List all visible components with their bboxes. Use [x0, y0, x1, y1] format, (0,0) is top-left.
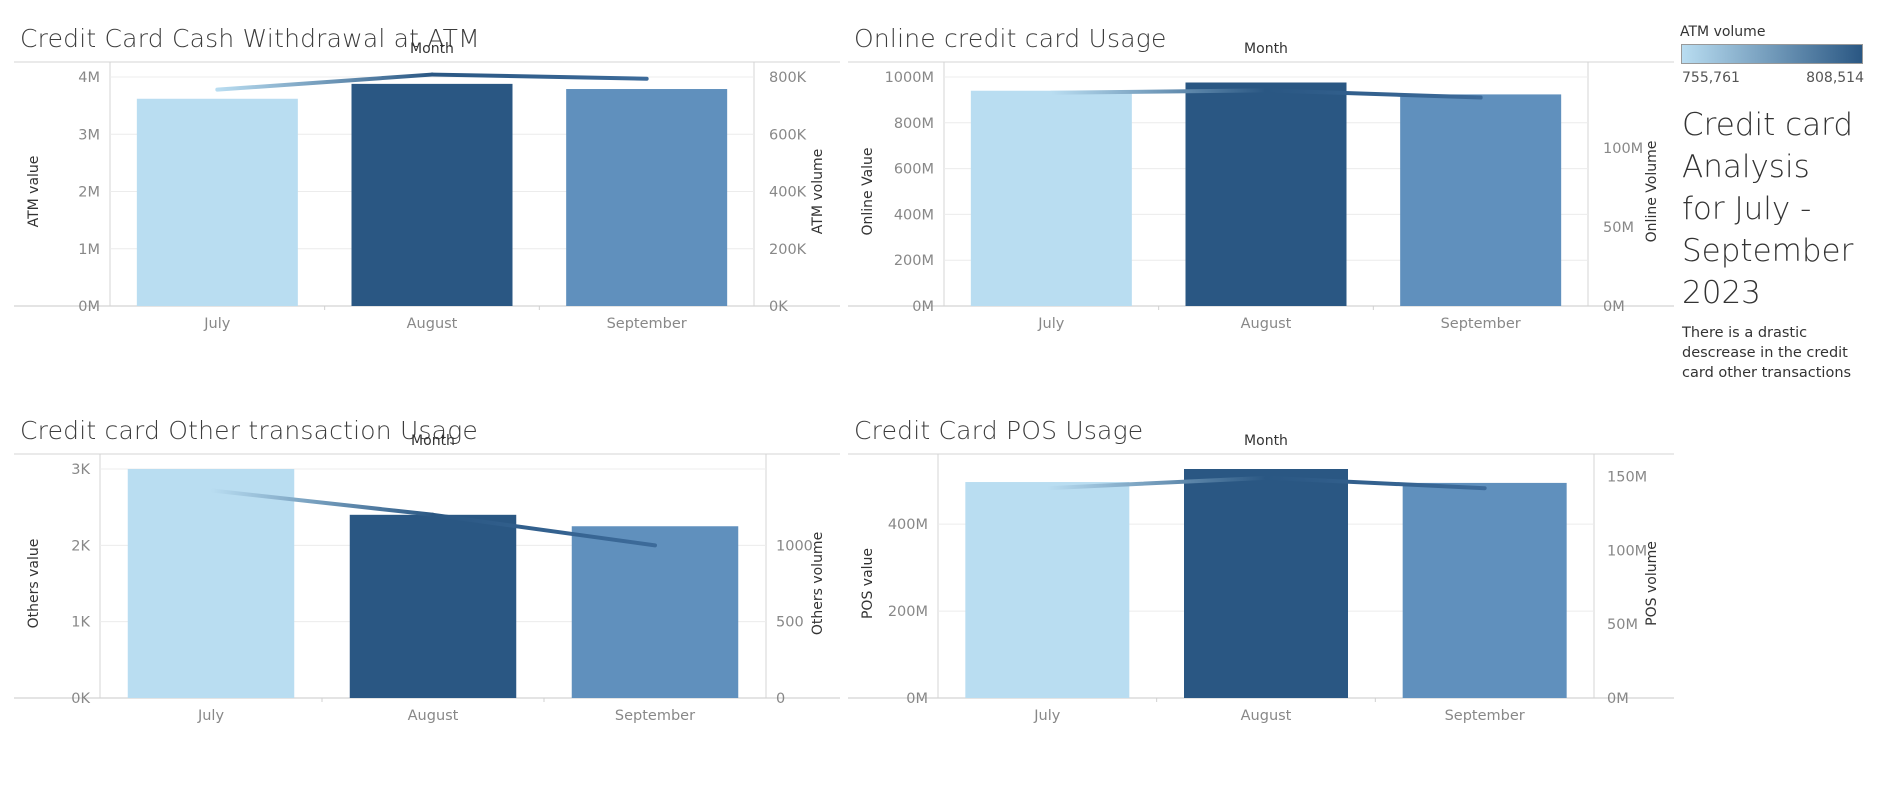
online-chart-panel: Online credit card Usage Month 0M 200M 400M…: [848, 24, 1674, 400]
y-tick-label: 2K: [71, 538, 90, 554]
bar-july[interactable]: [970, 90, 1132, 307]
x-axis-header-label: Month: [1244, 41, 1288, 57]
y-right-tick-label: 100M: [1607, 543, 1647, 559]
y-tick-label: 0K: [71, 691, 90, 707]
y-right-tick-label: 0M: [1607, 691, 1629, 707]
volume-line-segment: [431, 512, 657, 548]
bar-july[interactable]: [136, 98, 298, 306]
y-axis-label: Others value: [26, 539, 42, 629]
y-axis-label: ATM value: [26, 156, 42, 228]
dashboard-note: There is a drastic descrease in the cred…: [1682, 325, 1852, 381]
y-right-axis-label: Others volume: [810, 532, 826, 635]
volume-line-segment: [209, 488, 435, 517]
y-right-tick-label: 50M: [1603, 220, 1634, 236]
y-right-tick-label: 0M: [1603, 299, 1625, 315]
x-tick-label: July: [197, 708, 224, 724]
chart-title: Credit card Other transaction Usage: [20, 416, 478, 445]
y-tick-label: 600M: [894, 162, 934, 178]
bar-september[interactable]: [1402, 482, 1567, 698]
y-right-tick-label: 1000: [776, 538, 813, 554]
y-right-tick-label: 500: [776, 615, 804, 631]
x-tick-label: July: [1033, 708, 1060, 724]
y-tick-label: 200M: [894, 253, 934, 269]
bar-august[interactable]: [349, 514, 517, 698]
y-right-axis-label: POS volume: [1644, 541, 1660, 626]
y-tick-label: 1M: [78, 242, 100, 258]
y-axis-label: Online Value: [860, 147, 876, 235]
volume-line-segment: [215, 72, 434, 92]
y-tick-label: 0M: [912, 299, 934, 315]
y-right-axis-label: Online Volume: [1644, 141, 1660, 243]
x-tick-label: August: [407, 316, 458, 332]
volume-line-segment: [1045, 475, 1268, 491]
bar-july[interactable]: [965, 482, 1130, 698]
x-tick-label: July: [1037, 316, 1064, 332]
pos-chart-panel: Credit Card POS Usage Month 0M 200M 400M 0M 5…: [848, 416, 1674, 792]
y-tick-label: 2M: [78, 185, 100, 201]
volume-line-segment: [1264, 88, 1483, 100]
legend-color-ramp: [1681, 44, 1863, 64]
y-right-tick-label: 200K: [769, 242, 807, 258]
y-tick-label: 3M: [78, 127, 100, 143]
y-right-axis-label: ATM volume: [810, 149, 826, 234]
y-right-tick-label: 150M: [1607, 469, 1647, 485]
bar-september[interactable]: [1400, 94, 1562, 307]
y-right-tick-label: 800K: [769, 70, 807, 86]
volume-line-segment: [430, 72, 649, 81]
y-right-tick-label: 0K: [769, 299, 788, 315]
x-tick-label: August: [1241, 708, 1292, 724]
sidebar: ATM volume 755,761 808,514 Credit card A…: [1680, 0, 1880, 799]
y-right-tick-label: 0: [776, 691, 785, 707]
atm-chart-panel: Credit Card Cash Withdrawal at ATM Month…: [14, 24, 840, 400]
volume-line-segment: [1049, 88, 1268, 95]
online-chart: Month0M200M400M600M800M1000M0M50M100MOnl…: [848, 41, 1674, 332]
x-tick-label: September: [607, 316, 687, 332]
y-right-tick-label: 400K: [769, 185, 807, 201]
chart-title: Credit Card Cash Withdrawal at ATM: [20, 24, 480, 53]
y-right-tick-label: 100M: [1603, 141, 1643, 157]
x-tick-label: August: [1241, 316, 1292, 332]
chart-title: Online credit card Usage: [854, 24, 1167, 53]
x-tick-label: September: [1445, 708, 1525, 724]
y-axis-label: POS value: [860, 548, 876, 619]
y-tick-label: 800M: [894, 116, 934, 132]
y-tick-label: 400M: [888, 517, 928, 533]
y-tick-label: 400M: [894, 207, 934, 223]
x-tick-label: September: [615, 708, 695, 724]
y-tick-label: 1K: [71, 615, 90, 631]
y-tick-label: 200M: [888, 604, 928, 620]
dashboard-title: Credit card Analysis for July - Septembe…: [1682, 107, 1854, 311]
bar-august[interactable]: [351, 83, 513, 307]
x-axis-header-label: Month: [411, 433, 455, 449]
bar-september[interactable]: [566, 89, 728, 307]
x-tick-label: September: [1441, 316, 1521, 332]
legend-title: ATM volume: [1680, 24, 1766, 40]
pos-chart: Month 0M 200M 400M 0M 50M 100M 150M POS value POS…: [848, 433, 1674, 724]
y-tick-label: 3K: [71, 462, 90, 478]
x-tick-label: August: [408, 708, 459, 724]
bar-september[interactable]: [571, 526, 739, 698]
chart-title: Credit Card POS Usage: [854, 416, 1144, 445]
bar-july[interactable]: [127, 469, 295, 698]
y-right-tick-label: 600K: [769, 127, 807, 143]
y-tick-label: 0M: [78, 299, 100, 315]
legend-min-value: 755,761: [1682, 70, 1740, 86]
atm-chart: Month 0M 1M 2M 3M 4M 0K 200K 400K 600K 800K ATM val…: [14, 41, 840, 332]
y-tick-label: 0M: [906, 691, 928, 707]
legend-max-value: 808,514: [1806, 70, 1864, 86]
bar-august[interactable]: [1185, 82, 1347, 306]
others-chart: Month 0K 1K 2K 3K 0 500 1000 Others value Others …: [14, 433, 840, 724]
bar-august[interactable]: [1184, 469, 1348, 698]
others-chart-panel: Credit card Other transaction Usage Mont…: [14, 416, 840, 792]
x-axis-header-label: Month: [1244, 433, 1288, 449]
y-right-tick-label: 50M: [1607, 617, 1638, 633]
y-tick-label: 1000M: [885, 70, 934, 86]
x-tick-label: July: [203, 316, 230, 332]
volume-line-segment: [1264, 475, 1487, 491]
y-tick-label: 4M: [78, 70, 100, 86]
x-axis-header-label: Month: [410, 41, 454, 57]
